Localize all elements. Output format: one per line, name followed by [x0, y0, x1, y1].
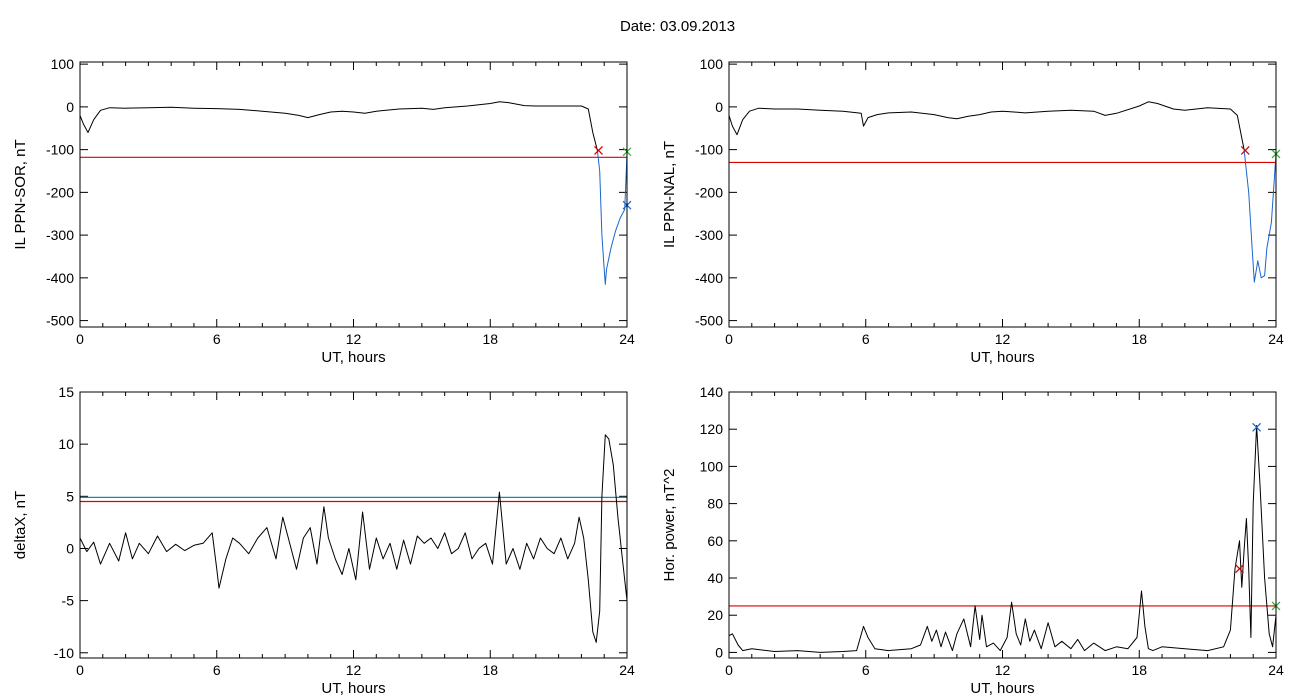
y-tick-label: -300 — [695, 227, 723, 243]
series-line — [80, 434, 627, 643]
y-axis-label: deltaX, nT — [12, 491, 29, 559]
x-axis-label: UT, hours — [321, 680, 385, 697]
panel-il-ppn-sor: 0 6 12 18 24 100 0 -100 -200 -300 -400 -500 UT, hour… — [12, 56, 635, 366]
y-tick-label: -500 — [695, 313, 723, 329]
x-tick-label: 0 — [76, 331, 84, 347]
y-axis-label: Hor. power, nT^2 — [661, 469, 678, 582]
marker-x — [1235, 564, 1244, 574]
x-tick-label: 12 — [995, 662, 1011, 678]
y-tick-label: -400 — [46, 270, 74, 286]
date-title: Date: 03.09.2013 — [619, 18, 736, 35]
y-tick-label: 100 — [700, 56, 724, 72]
plot-frame — [79, 61, 628, 328]
x-tick-label: 18 — [482, 331, 498, 347]
y-tick-label: 15 — [58, 384, 74, 400]
x-tick-label: 12 — [346, 331, 362, 347]
x-tick-label: 12 — [346, 662, 362, 678]
y-tick-label: -200 — [695, 184, 723, 200]
y-tick-label: -300 — [46, 227, 74, 243]
plot-frame — [728, 61, 1277, 328]
y-tick-label: -100 — [695, 142, 723, 158]
y-tick-label: -400 — [695, 270, 723, 286]
y-tick-label: 100 — [51, 56, 75, 72]
y-axis-label: IL PPN-SOR, nT — [12, 139, 29, 249]
x-tick-label: 6 — [213, 662, 221, 678]
x-tick-label: 6 — [862, 662, 870, 678]
x-tick-label: 6 — [862, 331, 870, 347]
y-tick-label: -100 — [46, 142, 74, 158]
y-tick-label: 0 — [66, 99, 74, 115]
x-tick-label: 0 — [725, 331, 733, 347]
series-line — [1243, 149, 1276, 283]
series-line — [729, 425, 1276, 653]
y-tick-label: 80 — [707, 496, 723, 512]
series-line — [729, 101, 1245, 150]
x-tick-label: 24 — [1268, 662, 1284, 678]
x-tick-label: 18 — [1131, 662, 1147, 678]
y-tick-label: -5 — [62, 593, 75, 609]
panel-il-ppn-nal: 0 6 12 18 24 100 0 -100 -200 -300 -400 -500 UT, hour… — [661, 56, 1284, 366]
y-tick-label: 40 — [707, 570, 723, 586]
y-tick-label: 140 — [700, 384, 724, 400]
y-tick-label: 100 — [700, 458, 724, 474]
marker-x — [1252, 422, 1262, 432]
plot-frame — [728, 391, 1277, 659]
marker-x — [1240, 146, 1250, 155]
x-axis-label: UT, hours — [970, 680, 1034, 697]
series-line — [596, 150, 627, 285]
y-axis-label: IL PPN-NAL, nT — [661, 141, 678, 248]
marker-x — [594, 146, 603, 155]
x-tick-label: 18 — [1131, 331, 1147, 347]
y-tick-label: -10 — [54, 645, 74, 661]
x-tick-label: 6 — [213, 331, 221, 347]
x-axis-label: UT, hours — [321, 349, 385, 366]
y-tick-label: 5 — [66, 488, 74, 504]
y-tick-label: -500 — [46, 313, 74, 329]
y-tick-label: 120 — [700, 421, 724, 437]
x-tick-label: 0 — [76, 662, 84, 678]
y-tick-label: 60 — [707, 533, 723, 549]
x-tick-label: 24 — [619, 662, 635, 678]
y-tick-label: 20 — [707, 607, 723, 623]
panel-deltax: 0 6 12 18 24 15 10 5 0 -5 -10 UT, hours deltaX, nT — [12, 384, 635, 697]
series-line — [80, 101, 598, 151]
y-tick-label: 0 — [715, 644, 723, 660]
y-tick-label: -200 — [46, 184, 74, 200]
x-tick-label: 12 — [995, 331, 1011, 347]
plot-frame — [79, 391, 628, 659]
x-tick-label: 18 — [482, 662, 498, 678]
x-tick-label: 24 — [619, 331, 635, 347]
y-tick-label: 0 — [715, 99, 723, 115]
x-tick-label: 24 — [1268, 331, 1284, 347]
x-tick-label: 0 — [725, 662, 733, 678]
y-tick-label: 10 — [58, 436, 74, 452]
x-axis-label: UT, hours — [970, 349, 1034, 366]
y-tick-label: 0 — [66, 540, 74, 556]
panel-hor-power: 0 6 12 18 24 140 120 100 80 60 40 20 0 UT, hours Hor. … — [661, 384, 1284, 697]
